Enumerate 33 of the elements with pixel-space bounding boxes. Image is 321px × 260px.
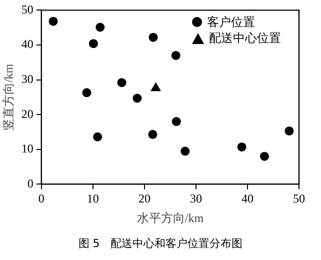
point	[180, 146, 190, 156]
x-tick-label: 50	[293, 192, 305, 206]
point	[88, 39, 98, 48]
x-tick-label: 40	[241, 192, 254, 206]
point	[172, 117, 181, 126]
caption: 图 5 配送中心和客户位置分布图	[77, 236, 244, 251]
point	[82, 88, 92, 98]
point	[148, 32, 158, 42]
y-tick-label: 30	[21, 72, 34, 86]
legend-label: 配送中心位置	[209, 30, 281, 46]
point	[96, 22, 105, 32]
x-tick-label: 20	[138, 192, 150, 206]
point	[171, 50, 180, 60]
y-tick-label: 50	[21, 2, 34, 16]
point	[93, 132, 102, 142]
x-tick-label: 10	[86, 192, 99, 206]
x-axis-title: 水平方向/km	[136, 210, 204, 225]
y-tick-label: 10	[21, 142, 34, 156]
point	[150, 82, 161, 92]
x-tick-label: 0	[38, 192, 44, 206]
y-tick-label: 0	[27, 176, 34, 190]
point	[284, 126, 294, 136]
y-tick-label: 20	[21, 106, 34, 121]
point	[48, 16, 58, 26]
legend-label: 客户位置	[207, 14, 255, 30]
point	[260, 152, 269, 161]
point	[237, 142, 246, 152]
point	[148, 130, 158, 139]
y-tick-label: 40	[21, 37, 34, 52]
point	[132, 94, 142, 103]
point	[117, 78, 126, 88]
y-axis-title: 竖直方向/km	[1, 63, 16, 131]
x-tick-label: 30	[190, 192, 202, 206]
